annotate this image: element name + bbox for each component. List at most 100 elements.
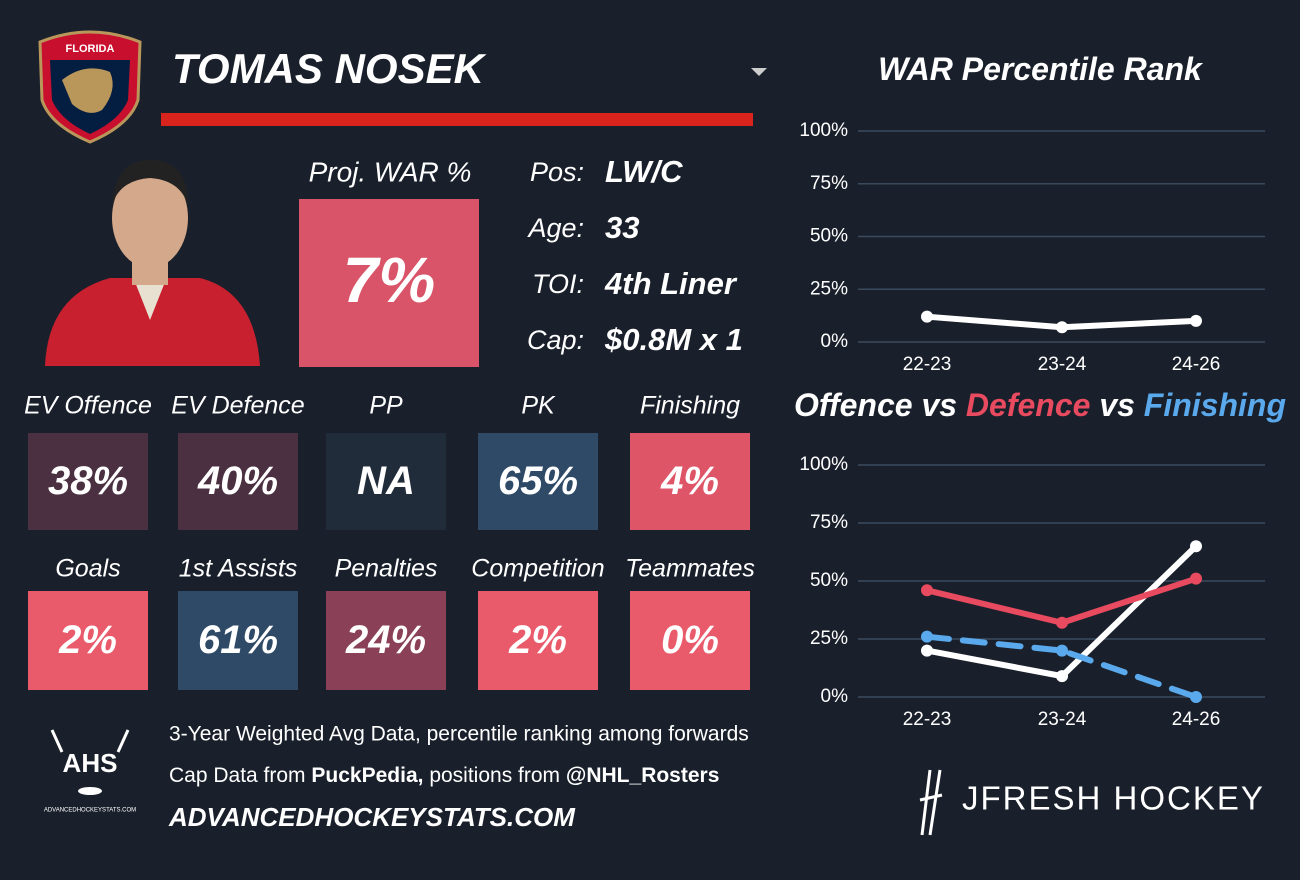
dropdown-arrow[interactable] [751,68,767,76]
tile-box [326,433,446,530]
tile-value: NA [357,459,415,503]
tile-box [478,591,598,690]
tile-label: Teammates [625,555,755,583]
tile-box [28,433,148,530]
tile-label: EV Defence [171,392,304,420]
x-tick-label: 24-26 [1172,354,1221,375]
y-tick-label: 0% [821,331,849,352]
footer-line2: Cap Data from PuckPedia, positions from … [169,764,719,787]
x-tick-label: 22-23 [903,354,952,375]
info-value: 33 [605,210,639,245]
y-tick-label: 25% [810,278,848,299]
proj-value: 7% [343,244,436,316]
info: Pos: LW/C Age: 33 TOI: 4th Liner Cap: $0.8M x 1 [526,154,742,357]
tile-label: Finishing [640,392,740,420]
footer-link: @NHL_Rosters [566,764,720,787]
ahs-text: AHS [63,748,118,778]
footer-line1: 3-Year Weighted Avg Data, percentile ran… [169,723,749,746]
y-tick-label: 100% [799,454,848,475]
y-tick-label: 75% [810,512,848,533]
logo-text: FLORIDA [66,43,115,55]
tile-label: EV Offence [24,392,152,420]
y-tick-label: 0% [821,686,849,707]
data-point [1190,314,1202,327]
proj-box [299,199,479,367]
y-tick-label: 75% [810,173,848,194]
data-point [921,630,933,643]
info-label: Cap: [527,325,584,355]
data-point [1056,644,1068,657]
series-line [924,633,1199,700]
title-word: WAR Percentile Rank [878,51,1204,87]
y-tick-label: 100% [799,120,848,141]
proj-label: Proj. WAR % [309,156,472,187]
data-point [1056,670,1068,683]
chart: Offence vs Defence vs Finishing 0% 25% 50% 7… [794,387,1286,730]
x-tick-label: 24-26 [1172,709,1221,730]
info-label: Age: [526,213,584,243]
data-point [1190,572,1202,585]
title-word: Finishing [1144,387,1286,423]
chart: WAR Percentile Rank 0% 25% 50% 75% 100% 22-23 2… [799,51,1265,375]
info-value: LW/C [605,154,683,189]
x-tick-label: 23-24 [1038,709,1087,730]
info-value: $0.8M x 1 [604,322,743,357]
tile-label: Penalties [335,555,438,583]
tile-box [178,433,298,530]
tile-value: 0% [661,618,719,662]
footer-link: PuckPedia, [311,764,423,787]
data-point [921,584,933,597]
player-photo [45,160,260,366]
ahs-small: ADVANCEDHOCKEYSTATS.COM [44,808,136,814]
name-underline [161,113,753,126]
y-tick-label: 50% [810,570,848,591]
title-word: Offence [794,387,913,423]
footer-text: positions from [429,764,560,787]
tile-value: 40% [197,459,278,503]
player-name: TOMAS NOSEK [172,45,487,92]
charts: WAR Percentile Rank 0% 25% 50% 75% 100% 22-23 2… [794,51,1286,730]
data-point [1190,691,1202,703]
info-label: TOI: [532,269,584,299]
tile-box [630,433,750,530]
data-point [1190,540,1202,553]
tile-value: 38% [48,459,128,503]
tile-label: Goals [55,555,120,583]
tile-value: 61% [198,618,278,662]
data-point [921,310,933,323]
tile-box [28,591,148,690]
y-tick-label: 25% [810,628,848,649]
tile-label: 1st Assists [179,555,298,583]
tile-box [630,591,750,690]
tile-box [478,433,598,530]
brand-mark [919,769,943,836]
data-point [1056,616,1068,629]
title-word: Defence [966,387,1091,423]
chart-title: Offence vs Defence vs Finishing [794,387,1286,423]
x-tick-label: 22-23 [903,709,952,730]
footer-text: Cap Data from [169,764,306,787]
tile-value: 2% [508,618,567,662]
tile-box [326,591,446,690]
tile-value: 65% [498,459,578,503]
tile-value: 24% [345,618,426,662]
chart-title: WAR Percentile Rank [878,51,1204,87]
data-point [921,644,933,657]
x-tick-label: 23-24 [1038,354,1087,375]
team-logo: FLORIDA [38,30,142,144]
tile-value: 4% [660,459,719,503]
tiles: EV Offence 38% EV Defence 40% PP NA PK 65% Finis… [24,392,755,690]
tile-label: Competition [471,555,604,583]
brand-text: JFRESH HOCKEY [962,780,1265,817]
footer-site: ADVANCEDHOCKEYSTATS.COM [168,802,576,832]
tile-value: 2% [58,618,117,662]
tile-label: PP [369,392,403,420]
tile-box [178,591,298,690]
tile-label: PK [521,392,556,420]
ahs-logo: AHS ADVANCEDHOCKEYSTATS.COM [44,729,136,814]
data-point [1056,321,1068,334]
title-word: vs [1099,387,1135,423]
y-tick-label: 50% [810,226,848,247]
info-value: 4th Liner [604,266,738,301]
